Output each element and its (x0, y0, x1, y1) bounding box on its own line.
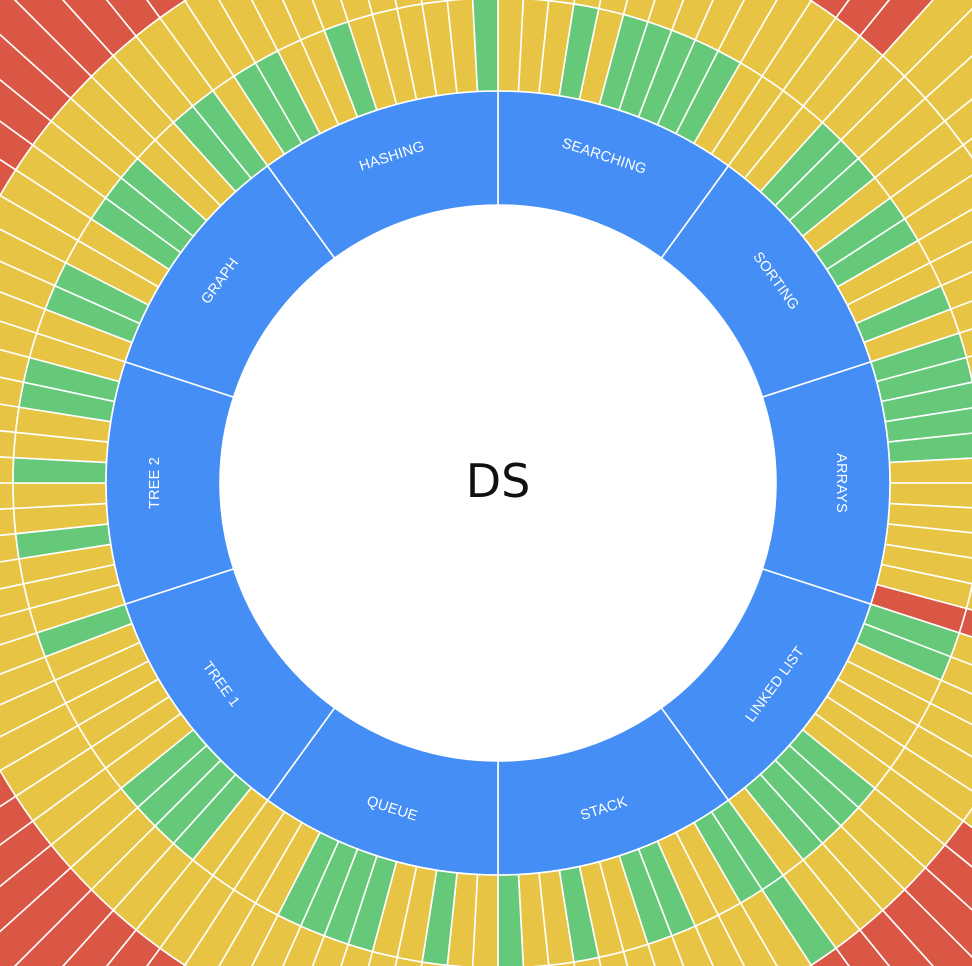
problem-segment-attempted[interactable] (12, 482, 108, 510)
category-label: ARRAYS (833, 453, 849, 513)
problem-segment-solved[interactable] (471, 0, 499, 93)
problem-segment-attempted[interactable] (888, 457, 972, 484)
center-label: DS (466, 454, 531, 508)
problem-segment-solved[interactable] (497, 873, 525, 966)
category-label: TREE 2 (147, 457, 163, 509)
category-segment[interactable] (761, 360, 891, 606)
category-segment[interactable] (105, 360, 235, 606)
problem-segment-attempted[interactable] (0, 482, 15, 513)
center-disc[interactable] (220, 205, 776, 761)
